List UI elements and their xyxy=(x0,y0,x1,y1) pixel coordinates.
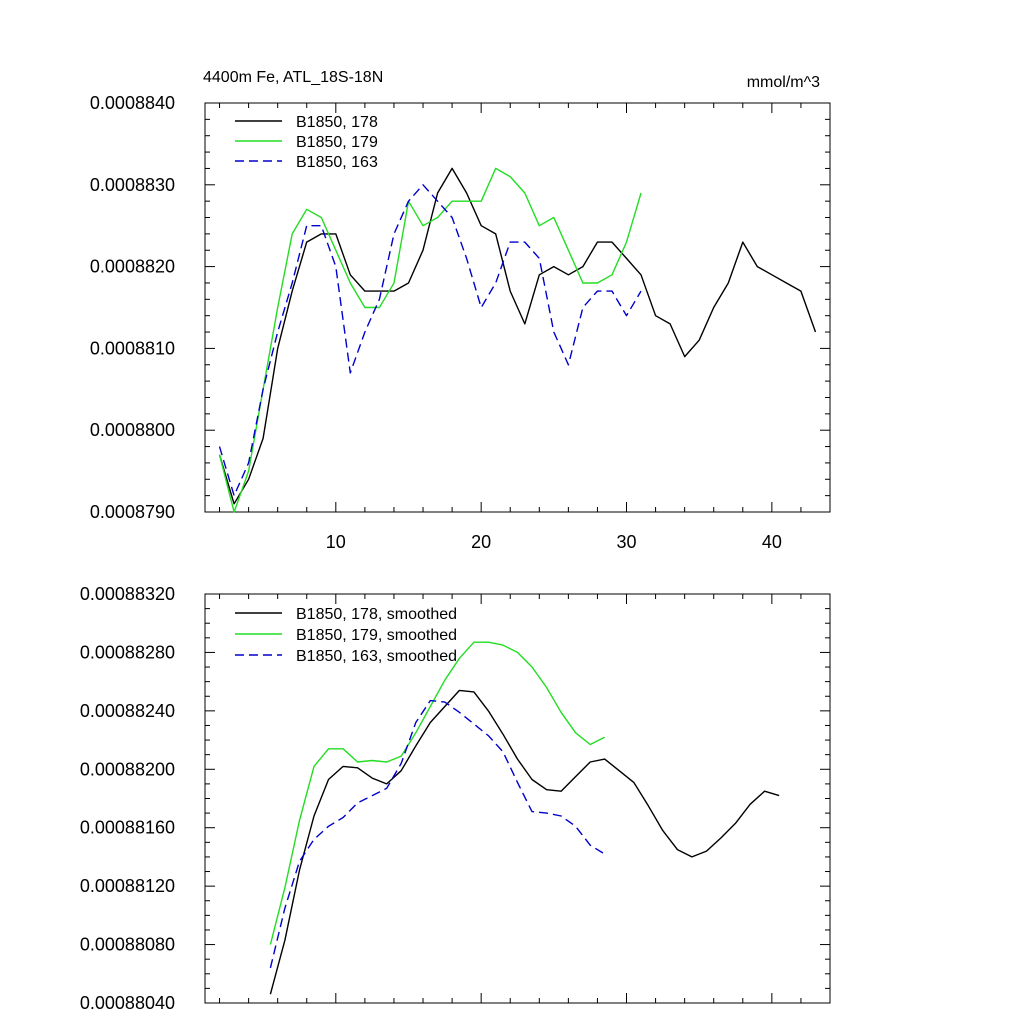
y-tick-label: 0.0008820 xyxy=(90,257,175,277)
chart-panel-1: 10 20 30 40 0.0008790 0.0008800 0.0008810 0.000… xyxy=(90,69,831,552)
y-tick-label: 0.0008810 xyxy=(90,338,175,358)
y-tick-label: 0.0008830 xyxy=(90,175,175,195)
legend-label: B1850, 179, smoothed xyxy=(296,627,457,644)
y-tick-label: 0.0008800 xyxy=(90,420,175,440)
series-line-2 xyxy=(269,641,606,945)
y-tick-label: 0.00088040 xyxy=(80,993,175,1013)
series-line-3 xyxy=(218,184,642,497)
units-label: mmol/m^3 xyxy=(747,74,820,91)
y-tick-label: 0.00088320 xyxy=(80,584,175,604)
series-line-3 xyxy=(269,699,606,969)
legend-label: B1850, 178 xyxy=(296,114,378,131)
plot-frame xyxy=(204,102,831,513)
legend-label: B1850, 163, smoothed xyxy=(296,648,457,665)
x-tick-label: 20 xyxy=(471,532,491,552)
y-tick-label: 0.00088280 xyxy=(80,642,175,662)
y-tick-label: 0.00088080 xyxy=(80,935,175,955)
y-tick-label: 0.00088200 xyxy=(80,759,175,779)
y-tick-label: 0.00088240 xyxy=(80,701,175,721)
y-tick-label: 0.0008840 xyxy=(90,93,175,113)
series-line-1 xyxy=(269,689,780,995)
y-tick-label: 0.00088120 xyxy=(80,876,175,896)
y-tick-label: 0.0008790 xyxy=(90,502,175,522)
chart-panel-2: 0.00088040 0.00088080 0.00088120 0.00088160… xyxy=(80,584,831,1013)
series-line-2 xyxy=(218,167,642,513)
x-tick-label: 40 xyxy=(762,532,782,552)
y-tick-label: 0.00088160 xyxy=(80,818,175,838)
x-tick-label: 10 xyxy=(326,532,346,552)
x-tick-label: 30 xyxy=(616,532,636,552)
legend-label: B1850, 163 xyxy=(296,154,378,171)
legend-label: B1850, 178, smoothed xyxy=(296,606,457,623)
legend-label: B1850, 179 xyxy=(296,134,378,151)
chart-title: 4400m Fe, ATL_18S-18N xyxy=(203,69,383,86)
series-line-1 xyxy=(218,167,817,505)
